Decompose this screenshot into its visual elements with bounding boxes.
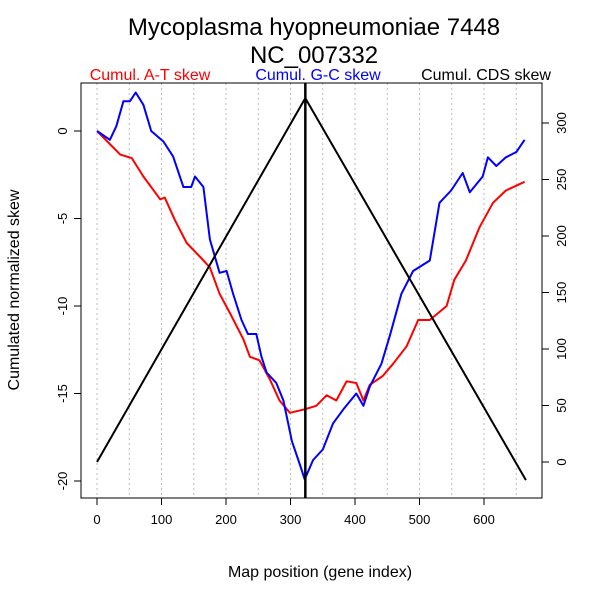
- series-lines: [96, 83, 527, 498]
- gc-skew-line: [96, 91, 526, 481]
- y-right-tick-label: 100: [554, 338, 569, 360]
- x-tick-label: 600: [473, 512, 495, 527]
- legend-at-skew: Cumul. A-T skew: [90, 67, 211, 84]
- chart-subtitle: NC_007332: [250, 42, 378, 69]
- x-axis-label: Map position (gene index): [228, 564, 412, 581]
- at-skew-line: [96, 130, 526, 414]
- y-right-tick-label: 300: [554, 112, 569, 134]
- legend-cds-skew: Cumul. CDS skew: [421, 67, 551, 84]
- y-left-tick-label: -10: [55, 297, 70, 316]
- y-right-tick-label: 250: [554, 169, 569, 191]
- chart-title: Mycoplasma hyopneumoniae 7448: [128, 14, 500, 41]
- y-left-tick-label: -5: [55, 213, 70, 225]
- y-axis-label: Cumulated normalized skew: [6, 189, 23, 390]
- legend-gc-skew: Cumul. G-C skew: [255, 67, 381, 84]
- axes: 0 100 200 300 400 500 600 0 -5 -10 -15 -20 0 50 100 150…: [55, 112, 569, 527]
- grid-lines: [96, 83, 517, 498]
- x-tick-label: 0: [93, 512, 100, 527]
- x-tick-label: 300: [280, 512, 302, 527]
- x-tick-label: 500: [409, 512, 431, 527]
- x-tick-label: 200: [215, 512, 237, 527]
- plot-frame: [80, 82, 543, 499]
- x-tick-label: 100: [151, 512, 173, 527]
- y-left-tick-label: 0: [55, 127, 70, 134]
- y-left-tick-label: -15: [55, 384, 70, 403]
- y-right-tick-label: 150: [554, 282, 569, 304]
- y-left-tick-label: -20: [55, 472, 70, 491]
- y-right-tick-label: 0: [554, 458, 569, 465]
- x-tick-label: 400: [344, 512, 366, 527]
- y-right-tick-label: 200: [554, 225, 569, 247]
- y-right-tick-label: 50: [554, 398, 569, 412]
